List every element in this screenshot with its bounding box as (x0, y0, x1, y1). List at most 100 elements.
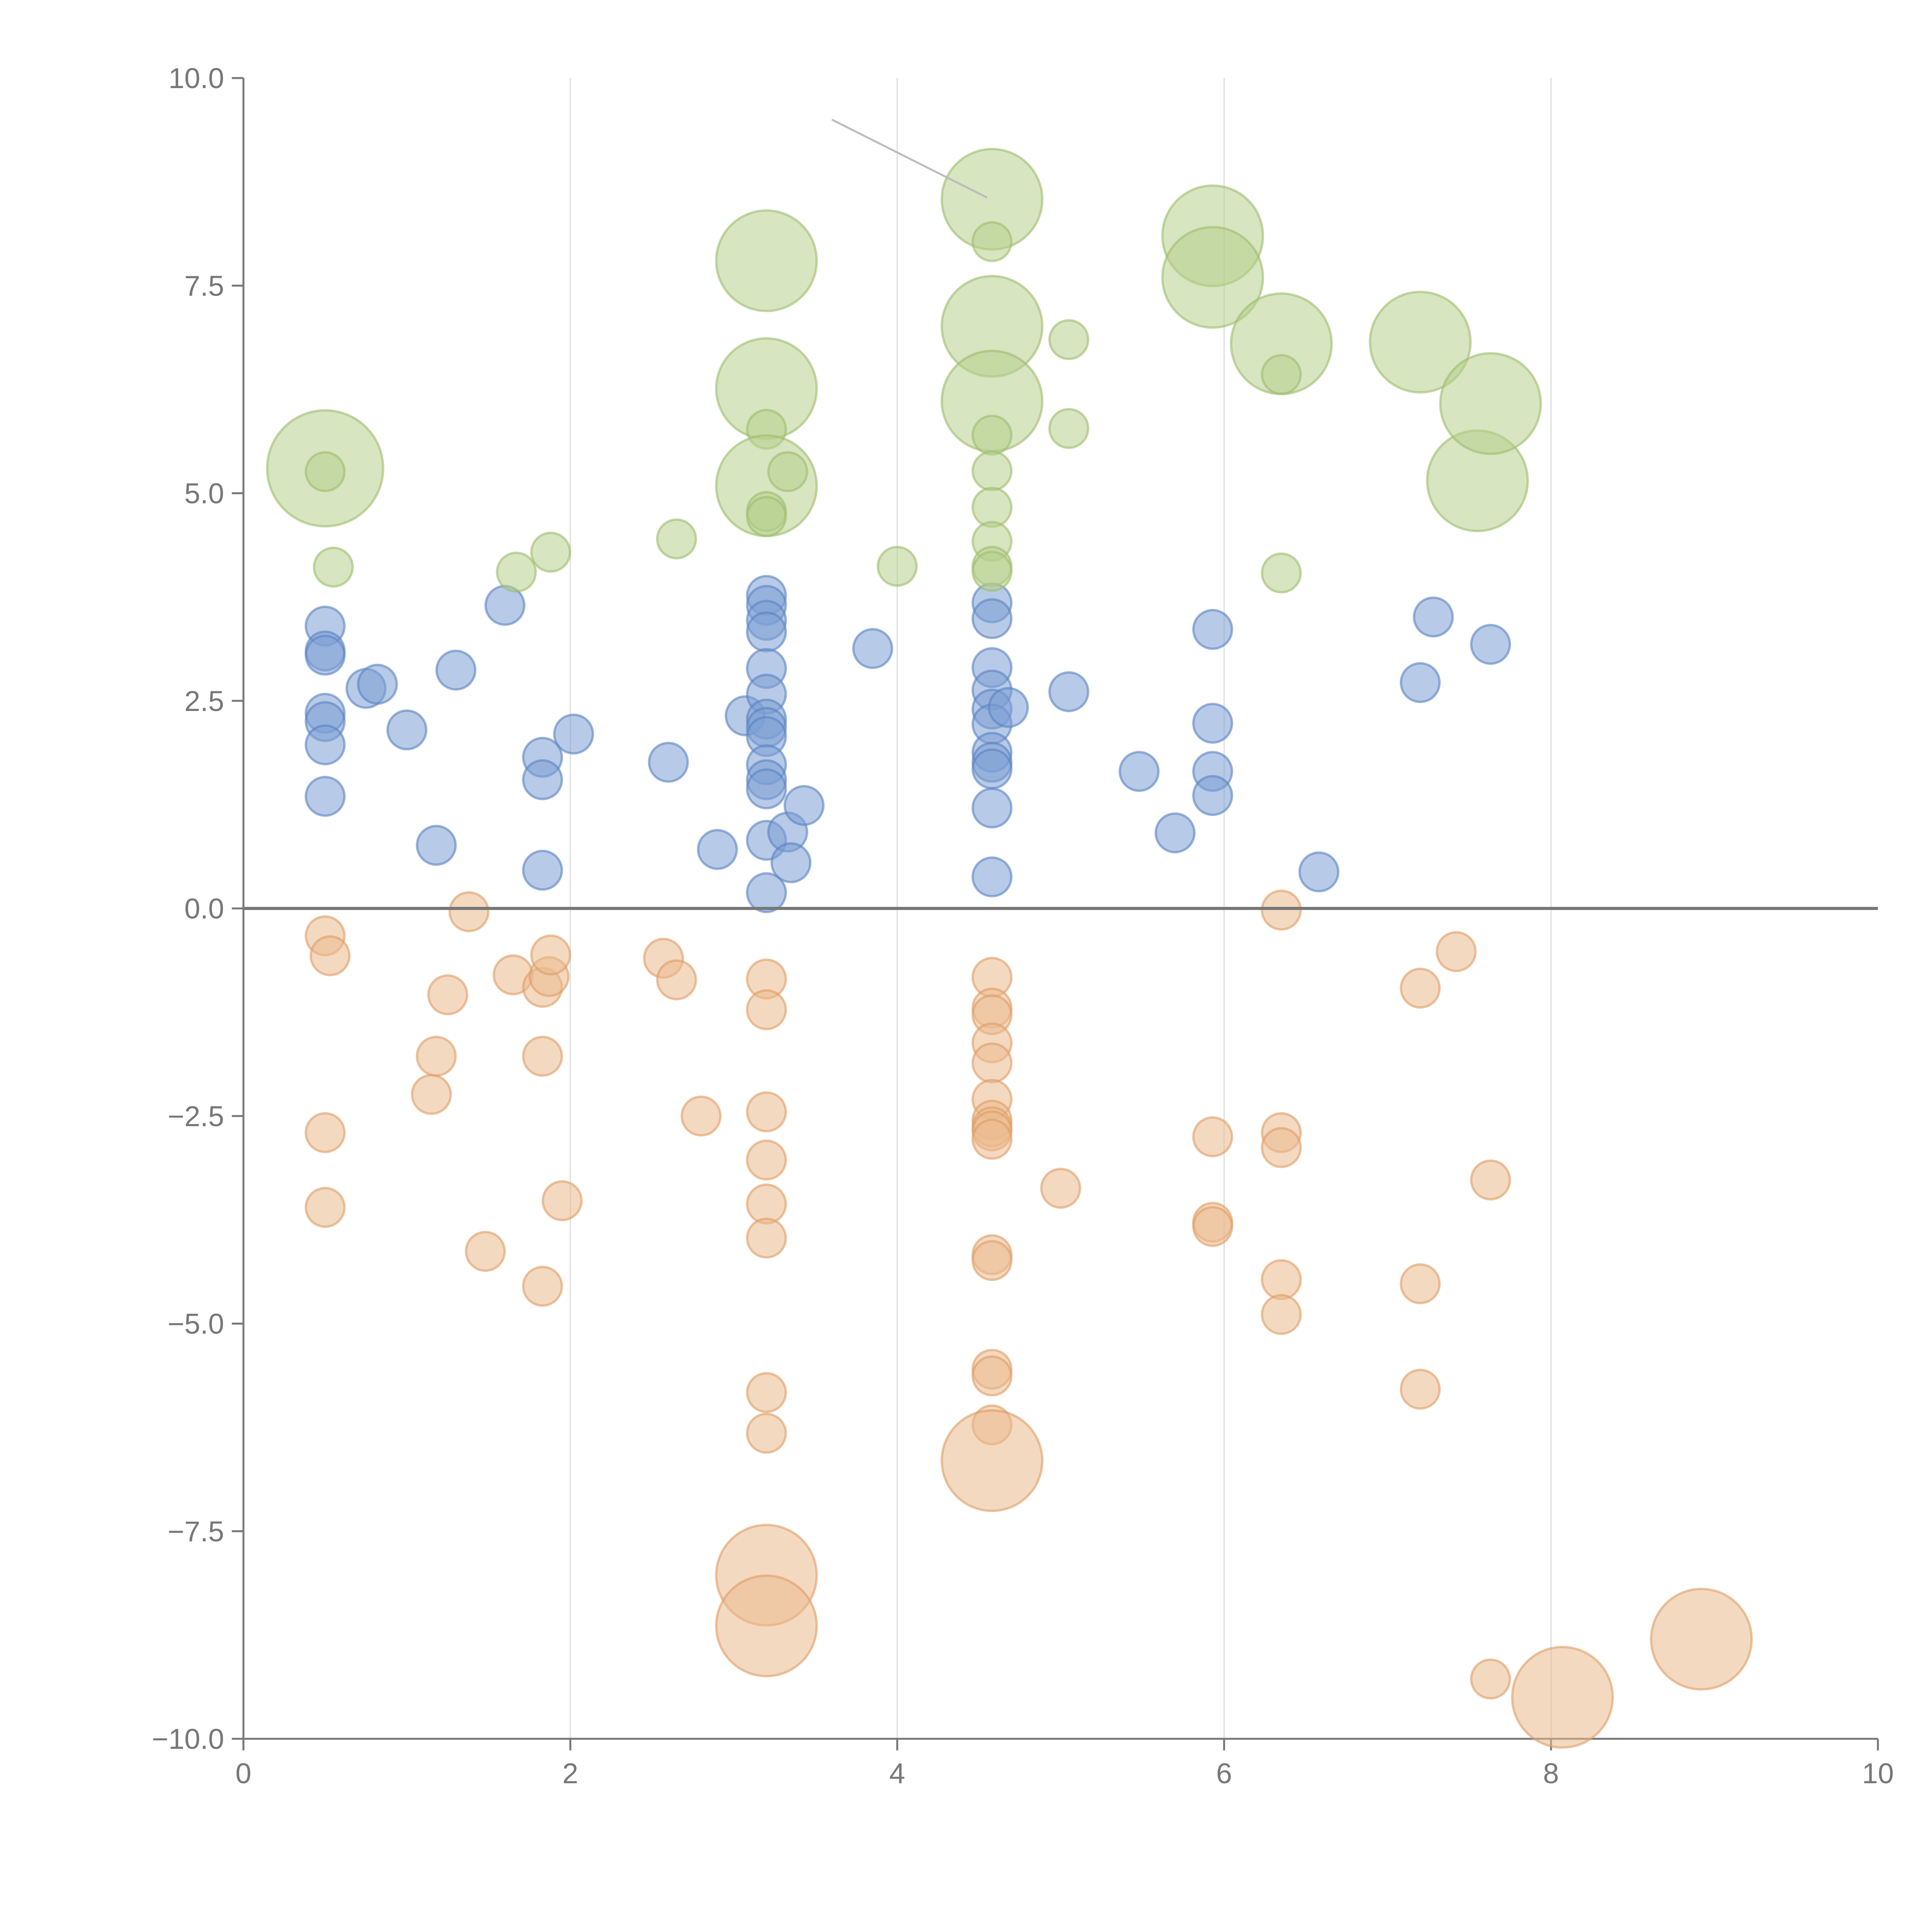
data-point (1261, 354, 1302, 395)
data-point (680, 1095, 722, 1137)
data-point (988, 687, 1029, 728)
data-point (746, 1139, 787, 1181)
data-point (530, 532, 571, 573)
data-point (541, 1180, 583, 1221)
data-point (1400, 1263, 1441, 1304)
data-point (1470, 1658, 1511, 1700)
x-tick-label: 6 (1216, 1757, 1232, 1789)
y-tick-label: 2.5 (184, 685, 224, 717)
annotation-layer (831, 119, 988, 199)
data-point (1048, 408, 1090, 449)
data-point (971, 748, 1013, 789)
data-point (971, 487, 1013, 528)
data-point (1439, 352, 1542, 455)
data-point (522, 1036, 563, 1077)
data-point (746, 989, 787, 1031)
data-point (746, 1413, 787, 1454)
data-point (304, 634, 346, 676)
data-point (1261, 552, 1302, 594)
x-tick-label: 4 (889, 1757, 905, 1789)
y-tick-label: −2.5 (168, 1100, 224, 1132)
data-point (416, 1036, 457, 1077)
data-point (386, 709, 427, 750)
data-point (1261, 889, 1302, 931)
data-point (1192, 702, 1233, 744)
data-point (1261, 1127, 1302, 1168)
data-point (1119, 751, 1160, 792)
y-tick-label: 5.0 (184, 478, 224, 510)
x-tick-label: 2 (562, 1757, 578, 1789)
data-point (746, 496, 787, 537)
data-point (435, 650, 476, 691)
data-point (971, 1042, 1013, 1083)
data-point (746, 1091, 787, 1133)
data-point (783, 785, 825, 826)
data-point (496, 551, 537, 593)
data-point (304, 451, 346, 492)
data-point (416, 825, 457, 866)
data-point (852, 628, 893, 669)
data-point (1261, 1259, 1302, 1300)
data-point (357, 663, 398, 705)
data-point (553, 713, 594, 755)
data-point (304, 776, 346, 817)
data-point (1192, 775, 1233, 816)
data-point (1400, 968, 1441, 1009)
data-point (1192, 609, 1233, 650)
y-tick-label: −10.0 (152, 1723, 224, 1755)
data-point (1048, 319, 1090, 360)
data-point (304, 724, 346, 765)
data-point (746, 768, 787, 810)
data-point (746, 872, 787, 913)
data-point (411, 1074, 452, 1115)
x-tick-label: 0 (235, 1757, 251, 1789)
data-point (971, 856, 1013, 898)
data-point (1048, 671, 1090, 713)
data-point (310, 935, 351, 976)
data-point (770, 842, 812, 883)
data-point (522, 850, 563, 891)
data-point (746, 1184, 787, 1225)
points-layer (243, 148, 1878, 1749)
data-point (1470, 1159, 1511, 1201)
data-point (1261, 1294, 1302, 1335)
data-point (746, 611, 787, 653)
data-point (1040, 1168, 1081, 1209)
data-point (1155, 812, 1196, 854)
data-point (656, 959, 697, 1000)
data-point (448, 891, 490, 932)
x-tick-label: 8 (1543, 1757, 1559, 1789)
data-point (971, 551, 1013, 592)
data-point (427, 974, 468, 1015)
data-point (971, 1355, 1013, 1396)
y-tick-label: 0.0 (184, 893, 224, 925)
data-point (1435, 931, 1477, 972)
data-point (697, 829, 738, 870)
data-point (465, 1231, 506, 1272)
data-point (1369, 291, 1472, 394)
data-point (746, 1218, 787, 1259)
data-point (877, 546, 918, 587)
data-point (1650, 1588, 1753, 1691)
data-point (715, 209, 818, 312)
data-point (648, 742, 689, 783)
data-point (746, 1372, 787, 1413)
data-point (1511, 1646, 1614, 1749)
data-point (971, 598, 1013, 639)
data-point (1298, 851, 1340, 893)
data-point (715, 1574, 818, 1677)
data-point (1161, 226, 1264, 329)
annotation-leader-line (831, 119, 988, 199)
y-tick-label: −5.0 (168, 1308, 224, 1340)
data-point (1192, 1116, 1233, 1157)
data-point (767, 451, 808, 492)
data-point (1400, 662, 1441, 703)
data-point (1413, 596, 1454, 638)
data-point (1470, 624, 1511, 665)
data-point (971, 450, 1013, 492)
data-point (304, 1187, 346, 1228)
data-point (971, 1240, 1013, 1281)
data-point (971, 221, 1013, 262)
